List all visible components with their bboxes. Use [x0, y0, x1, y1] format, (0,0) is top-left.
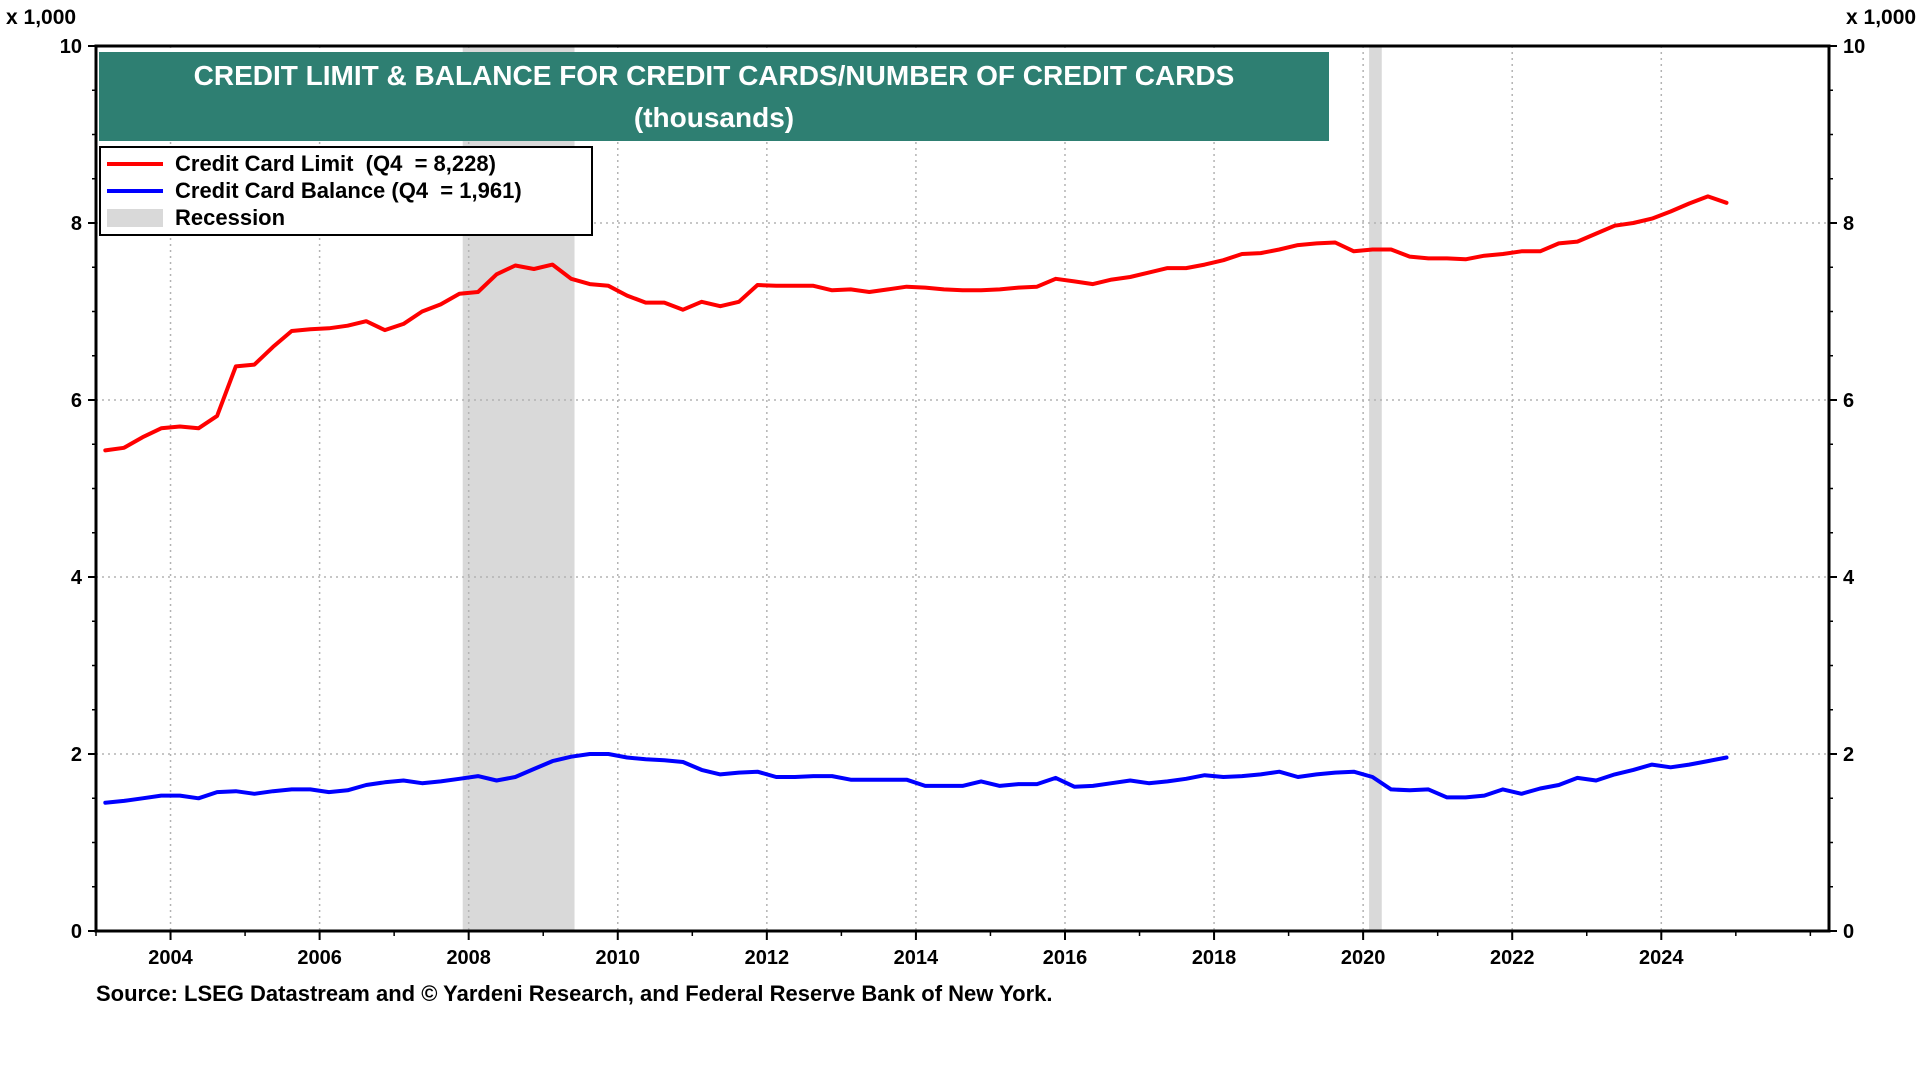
y-tick-label-right: 10	[1843, 36, 1865, 58]
x-tick-label: 2004	[148, 947, 193, 969]
chart-subtitle: (thousands)	[633, 102, 795, 133]
x-tick-label: 2008	[446, 947, 491, 969]
x-tick-label: 2020	[1341, 947, 1386, 969]
x-tick-label: 2024	[1639, 947, 1684, 969]
recession-band-1	[1369, 46, 1382, 931]
y-axis-unit-right: x 1,000	[1846, 6, 1917, 29]
legend-label-limit: Credit Card Limit (Q4 = 8,228)	[175, 151, 496, 176]
legend: Credit Card Limit (Q4 = 8,228) Credit Ca…	[99, 146, 593, 236]
legend-item-recession: Recession	[107, 205, 285, 231]
legend-item-limit: Credit Card Limit (Q4 = 8,228)	[107, 151, 496, 177]
y-tick-label-right: 2	[1843, 744, 1854, 766]
y-tick-label-right: 4	[1843, 567, 1855, 589]
y-tick-label-left: 8	[71, 213, 82, 235]
x-tick-label: 2010	[596, 947, 641, 969]
recession-layer	[462, 46, 1382, 931]
y-axis-unit-left: x 1,000	[6, 6, 77, 29]
y-tick-label-left: 2	[71, 744, 82, 766]
chart-title: CREDIT LIMIT & BALANCE FOR CREDIT CARDS/…	[193, 60, 1235, 91]
series-line-credit-card-balance	[103, 752, 1729, 805]
legend-swatch-balance	[107, 189, 163, 193]
legend-swatch-limit	[107, 162, 163, 166]
x-tick-label: 2006	[297, 947, 342, 969]
chart-title-box: CREDIT LIMIT & BALANCE FOR CREDIT CARDS/…	[99, 52, 1329, 141]
y-tick-label-right: 6	[1843, 390, 1854, 412]
y-tick-label-left: 4	[71, 567, 83, 589]
x-tick-label: 2018	[1192, 947, 1237, 969]
x-tick-label: 2022	[1490, 947, 1535, 969]
y-tick-label-left: 10	[60, 36, 82, 58]
legend-swatch-recession	[107, 209, 163, 227]
series-layer	[103, 194, 1729, 805]
y-tick-label-left: 6	[71, 390, 82, 412]
x-tick-label: 2016	[1043, 947, 1088, 969]
x-tick-label: 2014	[894, 947, 939, 969]
y-tick-label-right: 8	[1843, 213, 1854, 235]
y-tick-label-right: 0	[1843, 921, 1854, 943]
source-note: Source: LSEG Datastream and © Yardeni Re…	[96, 981, 1053, 1006]
y-tick-label-left: 0	[71, 921, 82, 943]
axis-layer: 2004 2006 2008 2010 2012 2014 2016 2018 2020 2022…	[60, 36, 1866, 969]
series-line-credit-card-limit	[103, 194, 1729, 453]
legend-label-recession: Recession	[175, 205, 286, 230]
legend-item-balance: Credit Card Balance (Q4 = 1,961)	[107, 178, 522, 204]
legend-label-balance: Credit Card Balance (Q4 = 1,961)	[175, 178, 522, 203]
x-tick-label: 2012	[745, 947, 790, 969]
